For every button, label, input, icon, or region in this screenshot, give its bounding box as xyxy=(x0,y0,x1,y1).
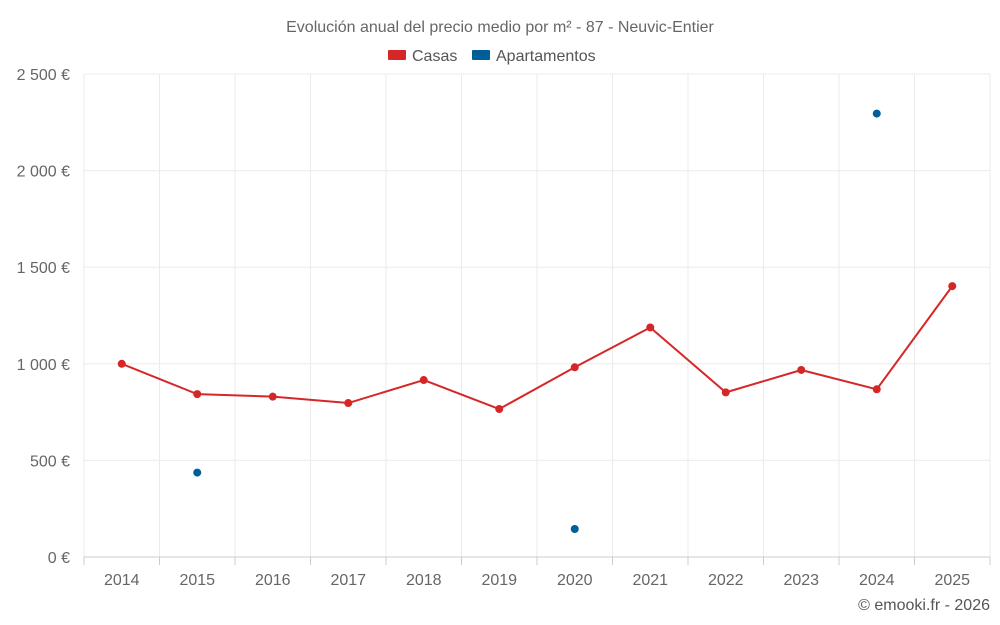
data-point-casas[interactable] xyxy=(344,399,353,408)
x-tick-label: 2025 xyxy=(934,572,970,589)
x-tick-label: 2022 xyxy=(708,572,744,589)
data-point-casas[interactable] xyxy=(948,282,957,291)
chart-title: Evolución anual del precio medio por m² … xyxy=(286,19,714,36)
chart-legend: Casas Apartamentos xyxy=(388,48,596,65)
legend-label-apartamentos[interactable]: Apartamentos xyxy=(496,48,596,65)
x-tick-label: 2018 xyxy=(406,572,442,589)
x-tick-label: 2015 xyxy=(179,572,215,589)
data-point-casas[interactable] xyxy=(495,405,504,414)
y-tick-label: 500 € xyxy=(30,453,70,470)
data-point-casas[interactable] xyxy=(419,376,428,385)
data-point-apartamentos[interactable] xyxy=(193,468,202,477)
y-tick-label: 1 500 € xyxy=(17,260,70,277)
data-point-casas[interactable] xyxy=(570,363,579,372)
series-line-casas xyxy=(121,285,954,411)
data-point-casas[interactable] xyxy=(117,359,126,368)
data-point-apartamentos[interactable] xyxy=(872,109,881,118)
legend-swatch-apartamentos xyxy=(472,50,490,60)
y-tick-label: 2 000 € xyxy=(17,164,70,181)
series-layer xyxy=(117,109,957,533)
x-tick-label: 2021 xyxy=(632,572,668,589)
y-axis-labels: 0 € 500 € 1 000 € 1 500 € 2 000 € 2 500 € xyxy=(17,67,70,567)
x-tick-label: 2014 xyxy=(104,572,140,589)
data-point-casas[interactable] xyxy=(721,388,730,397)
data-point-casas[interactable] xyxy=(193,390,202,399)
data-point-casas[interactable] xyxy=(872,385,881,394)
legend-label-casas[interactable]: Casas xyxy=(412,48,457,65)
x-axis-labels: 2014 2015 2016 2017 2018 2019 2020 2021 2022 2023… xyxy=(104,572,970,589)
x-tick-label: 2020 xyxy=(557,572,593,589)
x-tick-label: 2019 xyxy=(481,572,517,589)
credit-text: © emooki.fr - 2026 xyxy=(858,597,990,614)
x-tick-label: 2024 xyxy=(859,572,895,589)
data-point-casas[interactable] xyxy=(646,323,655,332)
x-tick-label: 2016 xyxy=(255,572,291,589)
data-point-apartamentos[interactable] xyxy=(570,524,579,533)
y-tick-label: 2 500 € xyxy=(17,67,70,84)
x-gridlines xyxy=(83,74,991,565)
data-point-casas[interactable] xyxy=(268,392,277,401)
legend-swatch-casas xyxy=(388,50,406,60)
data-point-casas[interactable] xyxy=(797,365,806,374)
x-tick-label: 2017 xyxy=(330,572,366,589)
y-tick-label: 1 000 € xyxy=(17,357,70,374)
y-tick-label: 0 € xyxy=(48,550,70,567)
x-tick-label: 2023 xyxy=(783,572,819,589)
